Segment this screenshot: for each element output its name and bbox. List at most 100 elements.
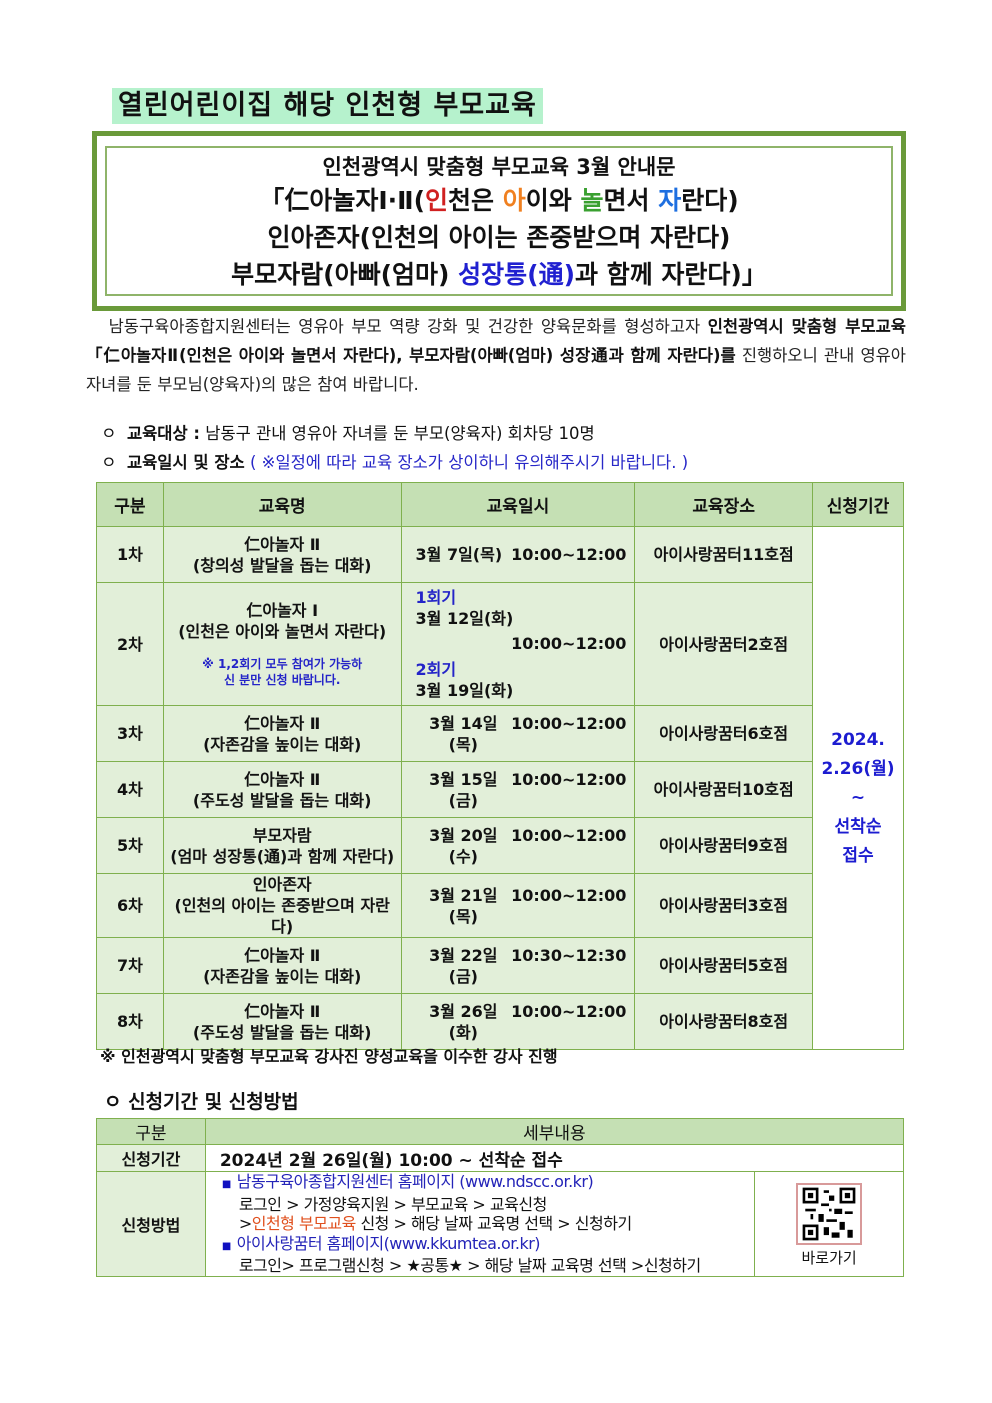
program-subtitle: (창의성 발달을 돕는 대화) (192, 555, 372, 575)
time: 10:00~12:00 (511, 825, 627, 845)
target-line: ㅇ 교육대상 : 남동구 관내 영유아 자녀를 둔 부모(양육자) 회차당 10… (96, 421, 595, 447)
table-row: 4차 仁아놀자 Ⅱ (주도성 발달을 돕는 대화) 3월 15일(금) 10:00~12… (96, 761, 904, 818)
program-title: 부모자람 (252, 825, 312, 845)
text: 「仁아놀자Ⅰ·Ⅱ( (259, 186, 426, 215)
table-row: 8차 仁아놀자 Ⅱ (주도성 발달을 돕는 대화) 3월 26일(화) 10:00~12… (96, 993, 904, 1050)
step: 로그인 > 가정양육지원 > 부모교육 > 교육신청 (238, 1194, 547, 1214)
table-row: 2차 仁아놀자 Ⅰ (인천은 아이와 놀면서 자란다) ※ 1,2회기 모두 참여가 … (96, 582, 904, 706)
time: 10:00~12:00 (511, 713, 627, 733)
place: 아이사랑꿈터5호점 (634, 937, 814, 994)
program-title: 仁아놀자 Ⅱ (244, 1001, 321, 1021)
site-link[interactable]: 남동구육아종합지원센터 홈페이지 (www.ndscc.or.kr) (236, 1172, 594, 1191)
bullet-marker: ㅇ (101, 424, 117, 443)
intro-paragraph: 남동구육아종합지원센터는 영유아 부모 역량 강화 및 건강한 양육문화를 형성… (86, 317, 906, 394)
date: 3월 12일(화) (415, 609, 514, 628)
program-name: 인아존자 (인천의 아이는 존중받으며 자란다) (162, 873, 402, 938)
date: 3월 19일(화) (415, 681, 514, 700)
banner-line-2: 「仁아놀자Ⅰ·Ⅱ(인천은 아이와 놀면서 자란다) (107, 182, 891, 219)
label: 신청기간 (96, 1144, 206, 1172)
table-row: 1차 仁아놀자 Ⅱ (창의성 발달을 돕는 대화) 3월 7일(목) 10:00~12:… (96, 526, 904, 1050)
banner-line-4: 부모자람(아빠(엄마) 성장통(通)과 함께 자란다)」 (107, 256, 891, 293)
place: 아이사랑꿈터10호점 (634, 761, 814, 818)
header-cell: 교육명 (162, 482, 402, 527)
program-subtitle: (자존감을 높이는 대화) (203, 734, 362, 754)
place: 아이사랑꿈터11호점 (634, 526, 814, 583)
time: 10:00~12:00 (511, 634, 627, 653)
banner: 인천광역시 맞춤형 부모교육 3월 안내문 「仁아놀자Ⅰ·Ⅱ(인천은 아이와 놀… (105, 146, 893, 296)
qr-code-icon[interactable] (796, 1183, 863, 1246)
place: 아이사랑꿈터9호점 (634, 817, 814, 874)
session-number: 5차 (96, 817, 164, 874)
date-time: 3월 15일(금) 10:00~12:00 (400, 761, 636, 818)
program-name: 仁아놀자 Ⅱ (자존감을 높이는 대화) (162, 705, 402, 762)
date: 3월 14일(목) (429, 713, 498, 754)
text: > (238, 1214, 252, 1233)
program-name: 仁아놀자 Ⅱ (주도성 발달을 돕는 대화) (162, 993, 402, 1050)
place: 아이사랑꿈터3호점 (634, 873, 814, 938)
text: 놀 (580, 186, 604, 215)
header-cell: 세부내용 (204, 1118, 905, 1145)
table-row: 5차 부모자람 (엄마 성장통(通)과 함께 자란다) 3월 20일(수) 10:00~… (96, 817, 904, 874)
table-row: 7차 仁아놀자 Ⅱ (자존감을 높이는 대화) 3월 22일(금) 10:30~12:3… (96, 937, 904, 994)
text: 란다) (681, 186, 739, 215)
value: 남동구 관내 영유아 자녀를 둔 부모(양육자) 회차당 10명 (205, 424, 595, 443)
banner-line-1: 인천광역시 맞춤형 부모교육 3월 안내문 (322, 155, 676, 179)
program-title: 仁아놀자 Ⅱ (244, 534, 321, 554)
date: 3월 22일(금) (429, 945, 498, 986)
banner-line-3: 인아존자(인천의 아이는 존중받으며 자란다) (267, 223, 731, 252)
date-time-row: 3월 15일(금) 10:00~12:00 (402, 769, 635, 811)
text: 인 (425, 186, 449, 215)
session-number: 6차 (96, 873, 164, 938)
text: 면서 (603, 186, 659, 215)
square-bullet-icon: ■ (221, 1179, 231, 1190)
date-time-row: 3월 7일(목) 10:00~12:00 (402, 544, 635, 565)
step: 로그인> 프로그램신청 > ★공통★ > 해당 날짜 교육명 선택 >신청하기 (238, 1256, 701, 1275)
header-cell: 교육일시 (400, 482, 636, 527)
header-cell: 구분 (96, 482, 164, 527)
date-time-row: 3월 21일(목) 10:00~12:00 (402, 885, 635, 927)
text: 자 (658, 186, 682, 215)
session-label: 1회기 (415, 588, 457, 607)
document-title: 열린어린이집 해당 인천형 부모교육 (112, 88, 543, 124)
header-row: 구분 세부내용 (96, 1118, 905, 1145)
program-subtitle: (인천은 아이와 놀면서 자란다) (178, 622, 387, 641)
program-subtitle: (자존감을 높이는 대화) (203, 966, 362, 986)
time: 10:30~12:30 (511, 945, 627, 965)
place: 아이사랑꿈터8호점 (634, 993, 814, 1050)
qr-label[interactable]: 바로가기 (801, 1249, 857, 1268)
qr-cell[interactable]: 바로가기 (754, 1171, 904, 1277)
text: 진행하오니 관내 영유아 자녀를 둔 부모님(양육자)의 많은 참여 바랍니다. (86, 346, 906, 394)
bullet-marker: ㅇ (101, 453, 117, 472)
schedule-table: 구분 교육명 교육일시 교육장소 신청기간 1차 仁아놀자 Ⅱ (창의성 발달을 돕… (96, 482, 904, 1050)
program-subtitle: (인천의 아이는 존중받으며 자란다) (174, 896, 390, 936)
period-line: 선착순 (834, 816, 882, 837)
footnote: ※ 인천광역시 맞춤형 부모교육 강사진 양성교육을 이수한 강사 진행 (100, 1047, 558, 1066)
header-cell: 구분 (96, 1118, 206, 1145)
date-time-row: 3월 20일(수) 10:00~12:00 (402, 825, 635, 867)
schedule-heading: ㅇ 교육일시 및 장소 ( ※일정에 따라 교육 장소가 상이하니 유의해주시기… (96, 450, 688, 476)
step: >인천형 부모교육 신청 > 해당 날짜 교육명 선택 > 신청하기 (222, 1214, 754, 1234)
program-subtitle: (엄마 성장통(通)과 함께 자란다) (170, 846, 395, 866)
date-time: 3월 22일(금) 10:30~12:30 (400, 937, 636, 994)
period-line: 2024. (831, 729, 885, 750)
date: 3월 15일(금) (429, 769, 498, 810)
header-cell: 교육장소 (634, 482, 814, 527)
method-steps: ■ 남동구육아종합지원센터 홈페이지 (www.ndscc.or.kr) 로그인 … (204, 1171, 756, 1277)
site-link[interactable]: 아이사랑꿈터 홈페이지(www.kkumtea.or.kr) (236, 1233, 541, 1253)
program-name: 仁아놀자 Ⅰ (인천은 아이와 놀면서 자란다) ※ 1,2회기 모두 참여가 가능… (162, 582, 402, 706)
program-name: 仁아놀자 Ⅱ (자존감을 높이는 대화) (162, 937, 402, 994)
session-number: 7차 (96, 937, 164, 994)
text: 과 함께 자란다)」 (575, 260, 767, 289)
text: 아 (502, 186, 526, 215)
time: 10:00~12:00 (511, 1001, 627, 1021)
time: 10:00~12:00 (511, 545, 627, 564)
session-number: 1차 (96, 526, 164, 583)
date-time: 3월 20일(수) 10:00~12:00 (400, 817, 636, 874)
program-subtitle: (주도성 발달을 돕는 대화) (192, 790, 372, 810)
header-row: 구분 교육명 교육일시 교육장소 신청기간 (96, 482, 904, 527)
session-number: 3차 (96, 705, 164, 762)
label: 교육대상 : (126, 424, 201, 443)
text: 남동구육아종합지원센터는 영유아 부모 역량 강화 및 건강한 양육문화를 형성… (108, 317, 708, 336)
period-value: 2024년 2월 26일(월) 10:00 ~ 선착순 접수 (204, 1144, 905, 1172)
program-title: 仁아놀자 Ⅱ (244, 769, 321, 789)
